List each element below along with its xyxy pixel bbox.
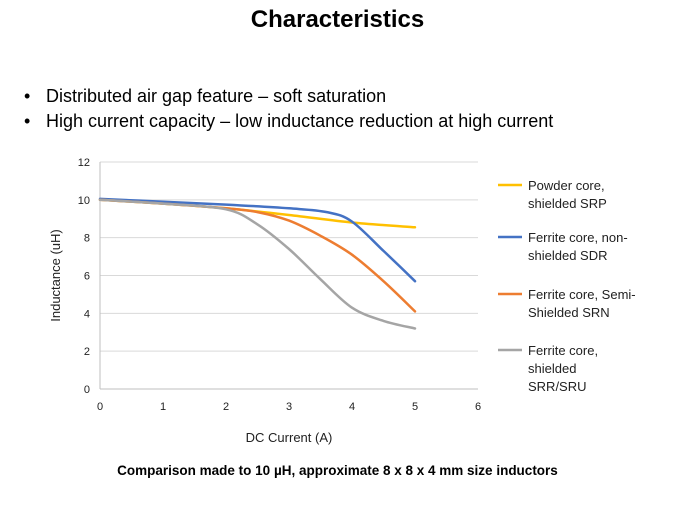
series-line [98, 198, 417, 330]
y-axis-label: Inductance (uH) [48, 229, 63, 322]
y-tick-label: 12 [78, 157, 90, 169]
y-tick-label: 4 [84, 308, 90, 320]
slide-title: Characteristics [250, 6, 425, 33]
y-tick-label: 0 [84, 384, 90, 396]
x-axis-label: DC Current (A) [246, 430, 333, 445]
x-tick-label: 6 [475, 401, 481, 413]
x-tick-label: 1 [160, 401, 166, 413]
bullet-list: Distributed air gap feature – soft satur… [24, 84, 553, 134]
legend-label: shielded SDR [528, 248, 608, 263]
legend: Powder core, shielded SRP Ferrite core, no… [498, 178, 636, 394]
y-tick-label: 6 [84, 271, 90, 283]
x-tick-label: 0 [97, 401, 103, 413]
legend-label: shielded [528, 361, 576, 376]
legend-label: Ferrite core, non- [528, 230, 628, 245]
legend-label: Ferrite core, [528, 343, 598, 358]
bullet-item: Distributed air gap feature – soft satur… [24, 84, 553, 109]
bullet-item: High current capacity – low inductance r… [24, 109, 553, 134]
x-tick-label: 5 [412, 401, 418, 413]
series-line [98, 197, 417, 283]
legend-label: Powder core, [528, 178, 605, 193]
legend-label: SRR/SRU [528, 379, 587, 394]
x-tick-label: 2 [223, 401, 229, 413]
legend-label: Ferrite core, Semi- [528, 287, 636, 302]
grid-lines [100, 161, 478, 352]
legend-label: shielded SRP [528, 196, 607, 211]
y-tick-label: 8 [84, 233, 90, 245]
series-lines [98, 197, 417, 330]
y-tick-label: 2 [84, 346, 90, 358]
footnote: Comparison made to 10 µH, approximate 8 … [117, 463, 558, 478]
x-tick-label: 3 [286, 401, 292, 413]
x-tick-label: 4 [349, 401, 355, 413]
series-line [98, 198, 417, 313]
legend-label: Shielded SRN [528, 305, 610, 320]
y-tick-label: 10 [78, 195, 90, 207]
